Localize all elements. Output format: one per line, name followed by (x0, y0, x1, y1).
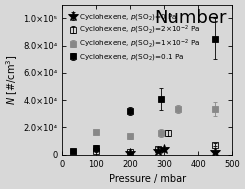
X-axis label: Pressure / mbar: Pressure / mbar (109, 174, 186, 184)
Legend: Cyclohexene, $p$(SO$_2$)=0 Pa, Cyclohexene, $p$(SO$_2$)=2×10$^{-2}$ Pa, Cyclohex: Cyclohexene, $p$(SO$_2$)=0 Pa, Cyclohexe… (68, 10, 203, 64)
Text: Number: Number (155, 9, 227, 27)
Y-axis label: $N$ [#/cm$^3$]: $N$ [#/cm$^3$] (5, 55, 21, 105)
